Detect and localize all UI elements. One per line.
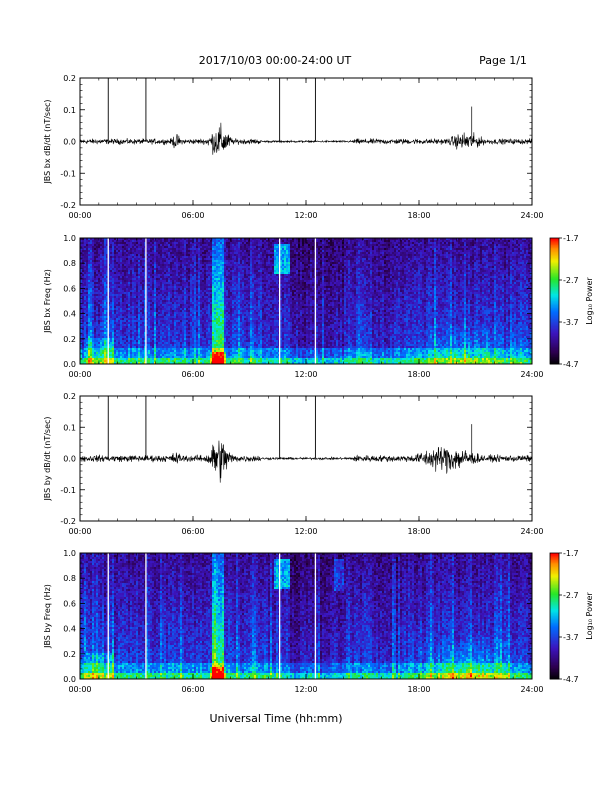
y-tick-label: 0.2 <box>63 74 76 83</box>
bx-spectrogram-panel: 1.00.80.60.40.20.000:00 06:00 12:00 18:00 24… <box>43 234 544 379</box>
page-indicator: Page 1/1 <box>479 54 527 67</box>
y-axis-title: JBS bx dB/dt (nT/sec) <box>43 99 52 184</box>
y-tick-label: 0.1 <box>63 106 76 115</box>
y-tick-label: -0.1 <box>60 169 76 178</box>
figure: 2017/10/03 00:00-24:00 UT Page 1/1 0.20.… <box>0 0 612 792</box>
dbdt-trace <box>80 123 532 155</box>
x-tick-label: 12:00 <box>294 211 317 220</box>
figure-title: 2017/10/03 00:00-24:00 UT <box>199 54 352 67</box>
y-tick-label: 0.0 <box>63 138 76 147</box>
x-tick-label: 24:00 <box>520 211 543 220</box>
x-tick-label: 06:00 <box>181 211 204 220</box>
spectrogram-cells <box>80 238 532 364</box>
x-tick-label: 18:00 <box>407 211 430 220</box>
bx-dbdt-panel: 0.2 0.1 0.0 -0.1 -0.200:00 06:00 12:00 18:00 24:… <box>43 74 544 220</box>
x-tick-label: 00:00 <box>68 211 91 220</box>
y-tick-label: -0.2 <box>60 201 76 210</box>
